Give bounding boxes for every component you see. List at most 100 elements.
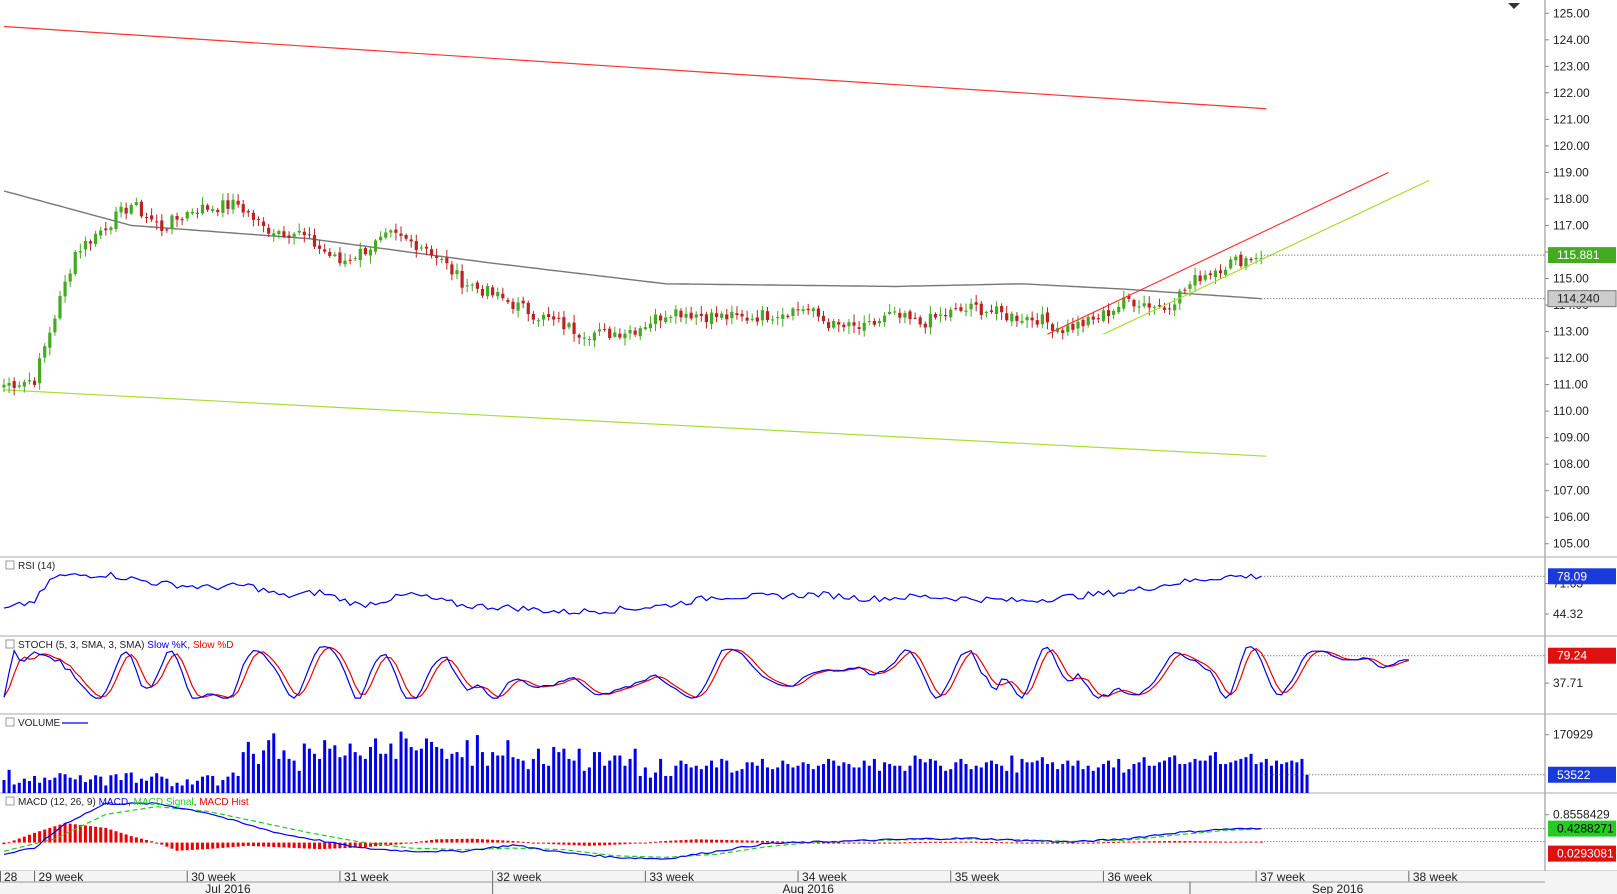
candle-body — [547, 314, 551, 317]
last-price-tag-box — [1548, 247, 1616, 264]
candle-body — [1025, 317, 1029, 321]
macd-hist-bar — [307, 842, 311, 849]
volume-label: VOLUME — [18, 718, 61, 729]
candle-body — [1000, 305, 1004, 313]
candle — [1259, 250, 1263, 265]
candle — [709, 309, 714, 330]
macd-hist-bar — [664, 840, 668, 843]
candle-body — [1066, 325, 1070, 333]
macd-hist-bar — [99, 827, 103, 843]
candle — [770, 315, 775, 325]
candle — [200, 197, 205, 216]
stoch-panel — [3, 645, 1545, 699]
volume-bar — [995, 764, 999, 793]
volume-bar — [1264, 758, 1268, 793]
volume-bar — [903, 770, 907, 793]
volume-bar — [1193, 758, 1197, 793]
candle — [918, 315, 922, 328]
candle — [1066, 319, 1070, 336]
volume-bar — [302, 743, 306, 793]
volume-bar — [465, 740, 469, 793]
macd-hist-bar — [1198, 841, 1202, 843]
macd-hist-bar — [302, 842, 306, 849]
candle — [119, 201, 123, 218]
candle-body — [928, 313, 932, 328]
candle-body — [745, 317, 749, 321]
macd-hist-bar — [623, 842, 627, 845]
candle — [1086, 314, 1090, 328]
price-tick-label: 115.00 — [1553, 272, 1589, 286]
macd-hist-bar — [257, 842, 260, 847]
macd-hist-bar — [572, 842, 576, 846]
volume-bar — [867, 765, 871, 793]
macd-hist-bar — [1030, 842, 1034, 844]
week-label: 30 week — [191, 870, 237, 884]
candle-body — [776, 317, 780, 319]
macd-hist-bar — [501, 840, 505, 843]
candle-body — [669, 316, 673, 318]
candle — [893, 306, 897, 316]
candle — [689, 306, 693, 321]
volume-bar — [297, 770, 301, 793]
candle-body — [821, 315, 826, 322]
candle-body — [1010, 313, 1014, 322]
volume-bar — [180, 785, 184, 793]
candle — [964, 303, 968, 317]
candle-body — [475, 282, 479, 289]
candle-body — [918, 317, 922, 325]
candle-body — [491, 287, 495, 296]
volume-bar — [1030, 762, 1034, 793]
macd-hist-bar — [318, 842, 322, 850]
candle-body — [236, 200, 240, 205]
candle-body — [531, 313, 535, 320]
week-label: 33 week — [649, 870, 695, 884]
macd-hist-bar — [694, 839, 698, 843]
candle — [908, 309, 912, 325]
candle-body — [679, 310, 683, 318]
volume-bar — [1300, 758, 1304, 793]
volume-bar — [201, 776, 205, 793]
macd-hist-bar — [63, 823, 67, 843]
macd-hist-bar — [282, 842, 286, 848]
volume-bar — [740, 769, 744, 793]
candle-body — [292, 233, 296, 237]
macd-hist-bar — [867, 842, 871, 844]
price-tick-label: 107.00 — [1553, 484, 1590, 498]
price-tick-label: 106.00 — [1553, 510, 1590, 524]
macd-hist-bar — [582, 842, 586, 846]
volume-bar — [877, 770, 881, 793]
macd-hist-bar — [1096, 842, 1100, 844]
macd-hist-bar — [1076, 842, 1080, 844]
candle — [582, 331, 586, 346]
price-tick-label: 120.00 — [1553, 139, 1590, 153]
volume-bar — [1244, 757, 1248, 793]
candle-body — [343, 260, 347, 265]
candle — [592, 330, 597, 348]
volume-bar — [399, 731, 403, 793]
candle-body — [994, 306, 999, 315]
dropdown-arrow-icon[interactable] — [1508, 3, 1520, 9]
volume-bar — [328, 748, 332, 793]
volume-bar — [277, 758, 281, 793]
candle — [786, 313, 790, 319]
candle-body — [1208, 273, 1212, 276]
candle — [1040, 306, 1044, 329]
candle-body — [12, 381, 16, 388]
candle — [1030, 311, 1034, 328]
candle-body — [307, 234, 311, 236]
candle-body — [1229, 259, 1233, 269]
macd-current-tag-box — [1548, 820, 1616, 837]
macd-hist-bar — [847, 842, 851, 844]
last-price-tag-text: 115.881 — [1557, 248, 1600, 262]
volume-bar — [755, 765, 759, 793]
candle-body — [511, 301, 515, 310]
macd-hist-bar — [725, 839, 729, 843]
candle-body — [109, 227, 113, 231]
candle-body — [1224, 269, 1228, 275]
candle — [684, 307, 688, 325]
candle-body — [694, 314, 698, 318]
candle-body — [1168, 308, 1172, 310]
y-axis: 125.00 124.00 123.00 122.00 121.00 120.00 119.… — [1545, 6, 1610, 822]
candle — [246, 209, 250, 218]
